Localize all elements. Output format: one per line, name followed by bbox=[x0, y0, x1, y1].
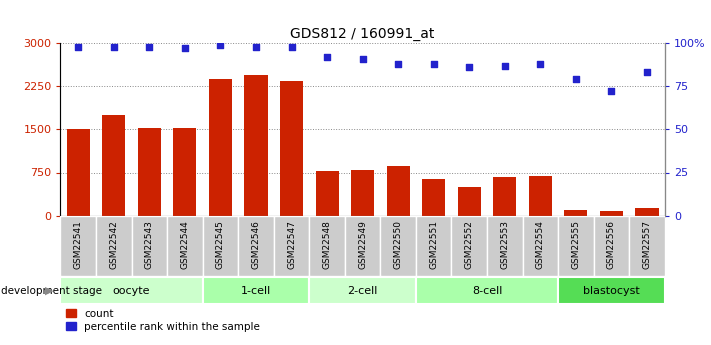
Bar bbox=[380, 216, 416, 276]
Text: GSM22542: GSM22542 bbox=[109, 220, 118, 269]
Point bbox=[321, 54, 333, 60]
Point bbox=[499, 63, 510, 68]
Bar bbox=[351, 170, 374, 216]
Text: GSM22550: GSM22550 bbox=[394, 220, 402, 269]
Bar bbox=[274, 216, 309, 276]
Bar bbox=[558, 216, 594, 276]
Bar bbox=[416, 277, 558, 304]
Point bbox=[464, 65, 475, 70]
Bar bbox=[96, 216, 132, 276]
Text: 1-cell: 1-cell bbox=[241, 286, 271, 296]
Bar bbox=[203, 277, 309, 304]
Text: GSM22553: GSM22553 bbox=[501, 220, 509, 269]
Bar bbox=[594, 216, 629, 276]
Bar bbox=[565, 210, 587, 216]
Bar bbox=[458, 187, 481, 216]
Title: GDS812 / 160991_at: GDS812 / 160991_at bbox=[290, 27, 435, 41]
Text: ▶: ▶ bbox=[45, 286, 53, 296]
Bar bbox=[203, 216, 238, 276]
Bar bbox=[209, 79, 232, 216]
Bar bbox=[345, 216, 380, 276]
Text: GSM22544: GSM22544 bbox=[181, 220, 189, 269]
Text: GSM22551: GSM22551 bbox=[429, 220, 438, 269]
Bar bbox=[629, 216, 665, 276]
Text: GSM22541: GSM22541 bbox=[74, 220, 82, 269]
Text: GSM22557: GSM22557 bbox=[643, 220, 651, 269]
Text: GSM22548: GSM22548 bbox=[323, 220, 331, 269]
Point bbox=[286, 44, 297, 49]
Text: GSM22545: GSM22545 bbox=[216, 220, 225, 269]
Bar bbox=[487, 216, 523, 276]
Text: development stage: development stage bbox=[1, 286, 102, 296]
Text: 2-cell: 2-cell bbox=[348, 286, 378, 296]
Bar bbox=[60, 277, 203, 304]
Bar bbox=[636, 208, 658, 216]
Text: blastocyst: blastocyst bbox=[583, 286, 640, 296]
Point bbox=[606, 89, 617, 94]
Point bbox=[357, 56, 368, 61]
Text: GSM22549: GSM22549 bbox=[358, 220, 367, 269]
Text: 8-cell: 8-cell bbox=[472, 286, 502, 296]
Bar bbox=[451, 216, 487, 276]
Text: GSM22554: GSM22554 bbox=[536, 220, 545, 269]
Bar bbox=[67, 129, 90, 216]
Point bbox=[144, 44, 155, 49]
Bar bbox=[138, 128, 161, 216]
Bar bbox=[309, 216, 345, 276]
Point bbox=[215, 42, 226, 48]
Point bbox=[392, 61, 404, 67]
Point bbox=[641, 70, 653, 75]
Bar bbox=[316, 171, 338, 216]
Text: GSM22543: GSM22543 bbox=[145, 220, 154, 269]
Point bbox=[108, 44, 119, 49]
Bar bbox=[523, 216, 558, 276]
Text: GSM22552: GSM22552 bbox=[465, 220, 474, 269]
Bar bbox=[173, 128, 196, 216]
Text: GSM22546: GSM22546 bbox=[252, 220, 260, 269]
Bar bbox=[493, 177, 516, 216]
Bar bbox=[309, 277, 416, 304]
Bar bbox=[422, 179, 445, 216]
Bar bbox=[558, 277, 665, 304]
Text: GSM22547: GSM22547 bbox=[287, 220, 296, 269]
Point bbox=[428, 61, 439, 67]
Bar bbox=[245, 75, 267, 216]
Bar bbox=[416, 216, 451, 276]
Point bbox=[179, 46, 191, 51]
Bar bbox=[280, 81, 303, 216]
Point bbox=[570, 77, 582, 82]
Bar bbox=[238, 216, 274, 276]
Point bbox=[535, 61, 546, 67]
Legend: count, percentile rank within the sample: count, percentile rank within the sample bbox=[65, 309, 260, 332]
Bar bbox=[132, 216, 167, 276]
Bar bbox=[102, 115, 125, 216]
Bar bbox=[529, 176, 552, 216]
Text: oocyte: oocyte bbox=[113, 286, 150, 296]
Text: GSM22555: GSM22555 bbox=[572, 220, 580, 269]
Point bbox=[250, 44, 262, 49]
Text: GSM22556: GSM22556 bbox=[607, 220, 616, 269]
Point bbox=[73, 44, 84, 49]
Bar bbox=[60, 216, 96, 276]
Bar bbox=[167, 216, 203, 276]
Bar bbox=[600, 211, 623, 216]
Bar bbox=[387, 166, 410, 216]
